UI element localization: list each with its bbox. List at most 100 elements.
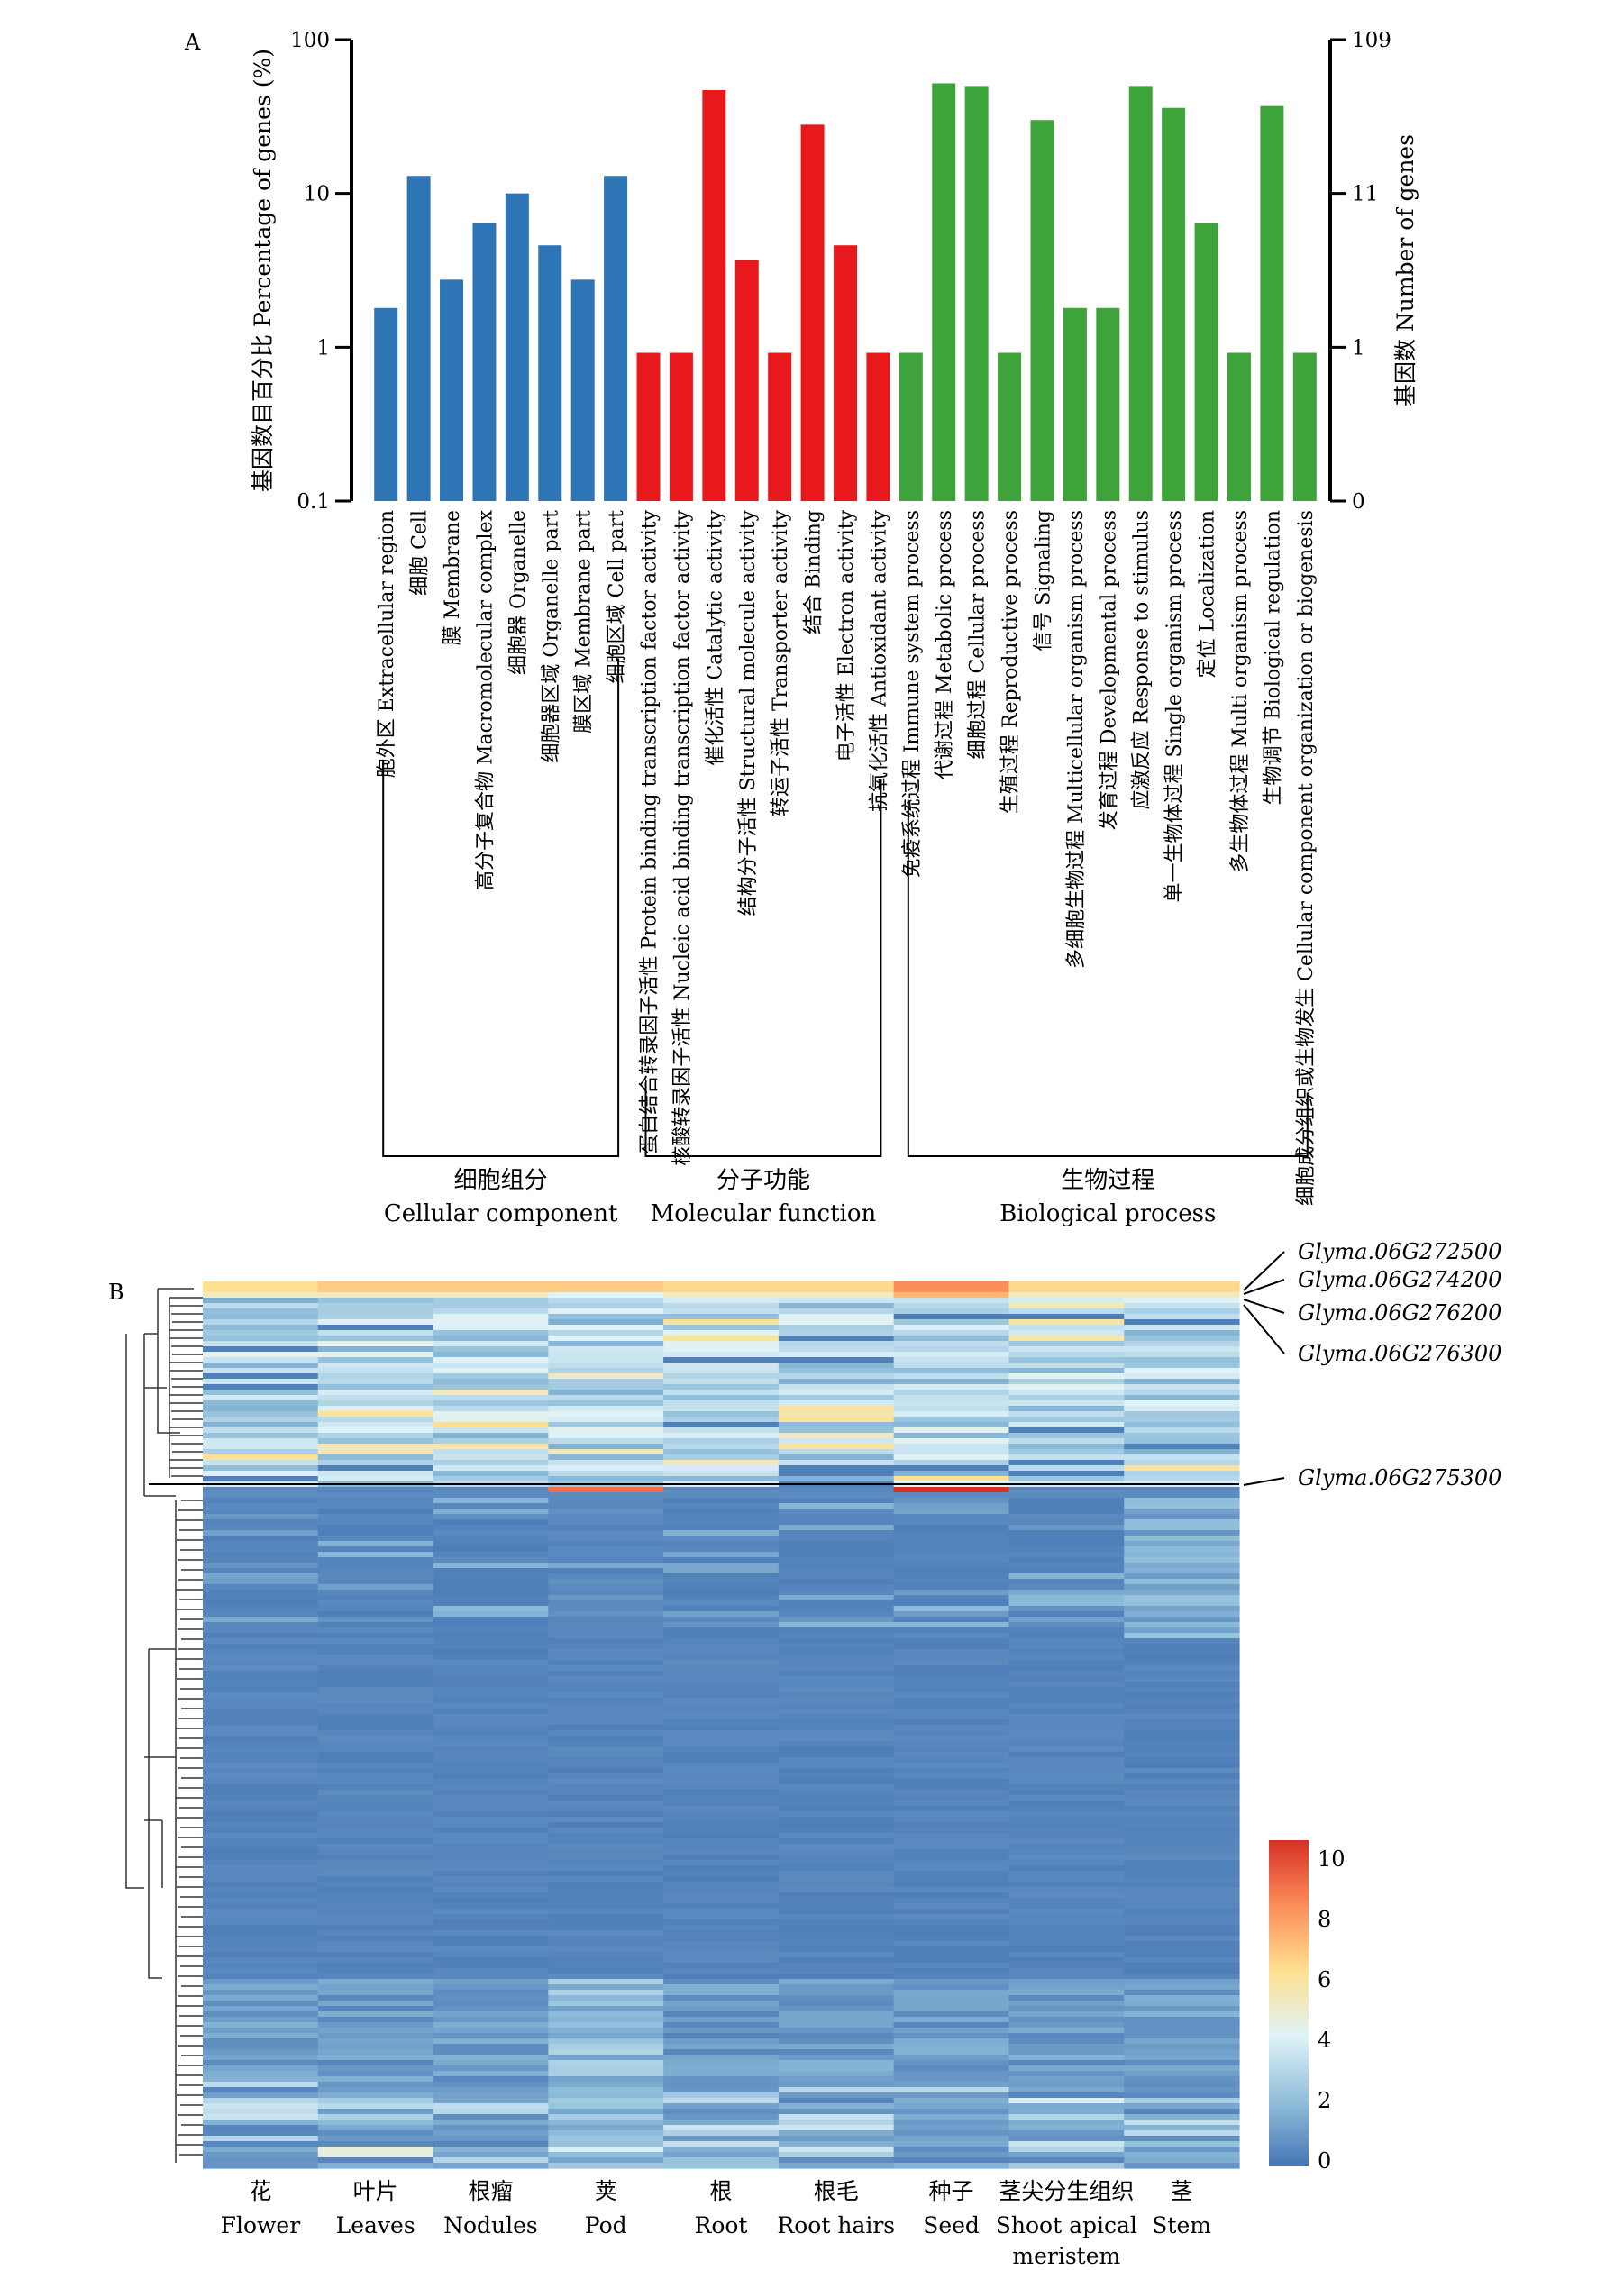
heatmap-cell <box>203 2044 319 2050</box>
heatmap-cell <box>433 1546 549 1553</box>
heatmap-cell <box>203 1546 319 1553</box>
heatmap-cell <box>1008 1573 1125 1580</box>
heatmap-cell <box>548 1465 664 1472</box>
heatmap-cell <box>203 1487 319 1493</box>
heatmap-cell <box>778 1395 895 1401</box>
heatmap-cell <box>203 1725 319 1731</box>
heatmap-cell <box>663 1871 780 1877</box>
heatmap-cell <box>893 2044 1010 2050</box>
heatmap-cell <box>778 1460 895 1466</box>
heatmap-cell <box>778 1930 895 1937</box>
heatmap-cell <box>893 1573 1010 1580</box>
heatmap-cell <box>778 1352 895 1358</box>
heatmap-cell <box>433 1709 549 1715</box>
category-label: 多细胞生物过程 Multicellular organism process <box>1065 510 1088 969</box>
heatmap-cell <box>548 1292 664 1299</box>
heatmap-cell <box>317 1941 434 1947</box>
heatmap-cell <box>778 1465 895 1472</box>
heatmap-cell <box>1008 1974 1125 1980</box>
heatmap-cell <box>778 2157 895 2164</box>
heatmap-cell <box>548 2060 664 2066</box>
heatmap-cell <box>893 1757 1010 1764</box>
heatmap-cell <box>548 1898 664 1904</box>
heatmap-cell <box>203 1817 319 1823</box>
heatmap-cell <box>203 1476 319 1482</box>
heatmap-cell <box>203 1719 319 1726</box>
heatmap-cell <box>433 1433 549 1439</box>
heatmap-cell <box>893 1449 1010 1455</box>
heatmap-cell <box>893 1281 1010 1288</box>
heatmap-cell <box>663 1417 780 1423</box>
heatmap-cell <box>1008 1763 1125 1769</box>
heatmap-cell <box>433 1606 549 1612</box>
heatmap-cell <box>1124 1509 1240 1515</box>
heatmap-cell <box>433 1898 549 1904</box>
heatmap-cell <box>893 1400 1010 1407</box>
heatmap-cell <box>433 1746 549 1753</box>
heatmap-cell <box>1008 1903 1125 1910</box>
heatmap-cell <box>548 1979 664 1985</box>
heatmap-cell <box>1008 2006 1125 2012</box>
heatmap-cell <box>548 1984 664 1991</box>
heatmap-cell <box>433 1995 549 2001</box>
heatmap-cell <box>317 1882 434 1888</box>
heatmap-cell <box>893 1546 1010 1553</box>
heatmap-cell <box>433 1487 549 1493</box>
heatmap-cell <box>433 2044 549 2050</box>
heatmap-cell <box>1124 2076 1240 2083</box>
heatmap-cell <box>433 2130 549 2137</box>
heatmap-cell <box>893 1308 1010 1315</box>
heatmap-cell <box>317 1438 434 1445</box>
heatmap-cell <box>1124 1941 1240 1947</box>
heatmap-cell <box>317 1741 434 1747</box>
heatmap-cell <box>548 2001 664 2007</box>
heatmap-cell <box>893 1579 1010 1585</box>
heatmap-cell <box>203 2141 319 2147</box>
heatmap-cell <box>203 1384 319 1390</box>
heatmap-cell <box>663 1341 780 1347</box>
heatmap-cell <box>1008 1384 1125 1390</box>
heatmap-cell <box>548 1476 664 1482</box>
tissue-label-en: Nodules <box>443 2212 538 2238</box>
heatmap-cell <box>433 1525 549 1531</box>
bar <box>702 89 726 501</box>
heatmap-cell <box>203 1454 319 1461</box>
heatmap-cell <box>317 1876 434 1883</box>
heatmap-cell <box>1124 1660 1240 1666</box>
heatmap-cell <box>433 1698 549 1704</box>
heatmap-cell <box>1008 2011 1125 2018</box>
heatmap-cell <box>203 2136 319 2142</box>
heatmap-cell <box>317 1476 434 1482</box>
heatmap-cell <box>663 1536 780 1542</box>
heatmap-cell <box>1008 2082 1125 2088</box>
heatmap-cell <box>1008 1709 1125 1715</box>
heatmap-cell <box>1008 2087 1125 2093</box>
heatmap-cell <box>893 1790 1010 1796</box>
heatmap-cell <box>1124 1563 1240 1569</box>
heatmap-cell <box>893 1568 1010 1574</box>
heatmap-cell <box>1124 2049 1240 2056</box>
heatmap-cell <box>1124 2017 1240 2023</box>
heatmap-cell <box>433 1617 549 1623</box>
heatmap-cell <box>1008 1287 1125 1293</box>
heatmap-cell <box>893 1919 1010 1926</box>
heatmap-cell <box>433 1611 549 1618</box>
heatmap-cell <box>663 1741 780 1747</box>
heatmap-cell <box>433 1882 549 1888</box>
heatmap-cell <box>893 1314 1010 1320</box>
right-tick-label: 1 <box>1352 336 1365 360</box>
heatmap-cell <box>663 1817 780 1823</box>
heatmap-cell <box>1124 1292 1240 1299</box>
heatmap-cell <box>548 1573 664 1580</box>
heatmap-cell <box>1124 1368 1240 1374</box>
heatmap-cell <box>433 1741 549 1747</box>
heatmap-cell <box>317 1379 434 1385</box>
heatmap-cell <box>1008 2136 1125 2142</box>
heatmap-cell <box>663 1357 780 1363</box>
heatmap-cell <box>778 2033 895 2039</box>
heatmap-cell <box>1124 1746 1240 1753</box>
heatmap-cell <box>663 1622 780 1628</box>
heatmap-cell <box>778 1449 895 1455</box>
dendrogram-branch <box>125 1334 144 1889</box>
